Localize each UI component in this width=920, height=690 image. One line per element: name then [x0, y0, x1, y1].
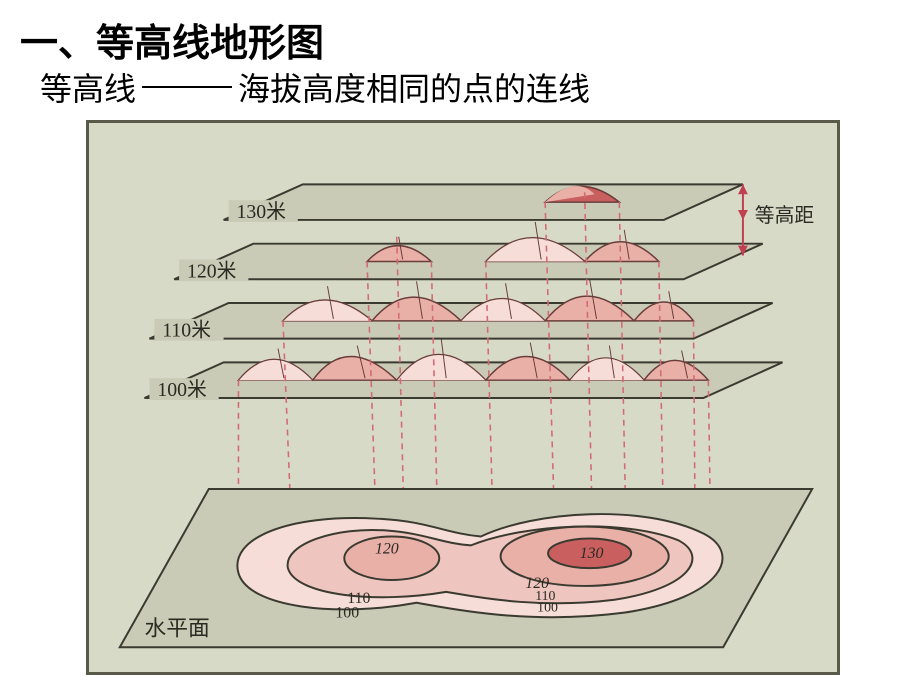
interval-label: 等高距: [755, 205, 814, 227]
mountain-slice-120: [367, 222, 659, 262]
plane-130: 130米: [224, 184, 743, 223]
level-label-130: 130米: [236, 201, 286, 223]
contour-diagram: 100米 110米: [89, 123, 837, 672]
subtitle-term: 等高线: [40, 64, 136, 110]
level-label-110: 110米: [162, 320, 211, 342]
diagram-frame: 100米 110米: [86, 120, 840, 675]
contour-label-110: 110: [347, 590, 370, 607]
subtitle-definition: 海拔高度相同的点的连线: [238, 64, 590, 110]
level-label-100: 100米: [157, 379, 207, 401]
subtitle: 等高线 海拔高度相同的点的连线: [40, 64, 590, 110]
level-label-120: 120米: [187, 260, 237, 282]
contour-label-100: 100: [335, 605, 359, 622]
page-title: 一、等高线地形图: [20, 12, 324, 67]
contour-label-100b: 100: [537, 600, 558, 615]
base-plane-label: 水平面: [144, 616, 209, 640]
plane-120: 120米: [174, 244, 763, 283]
dash-icon: [142, 86, 232, 88]
contour-label-120-left: 120: [375, 540, 399, 557]
contour-label-130: 130: [580, 545, 604, 562]
